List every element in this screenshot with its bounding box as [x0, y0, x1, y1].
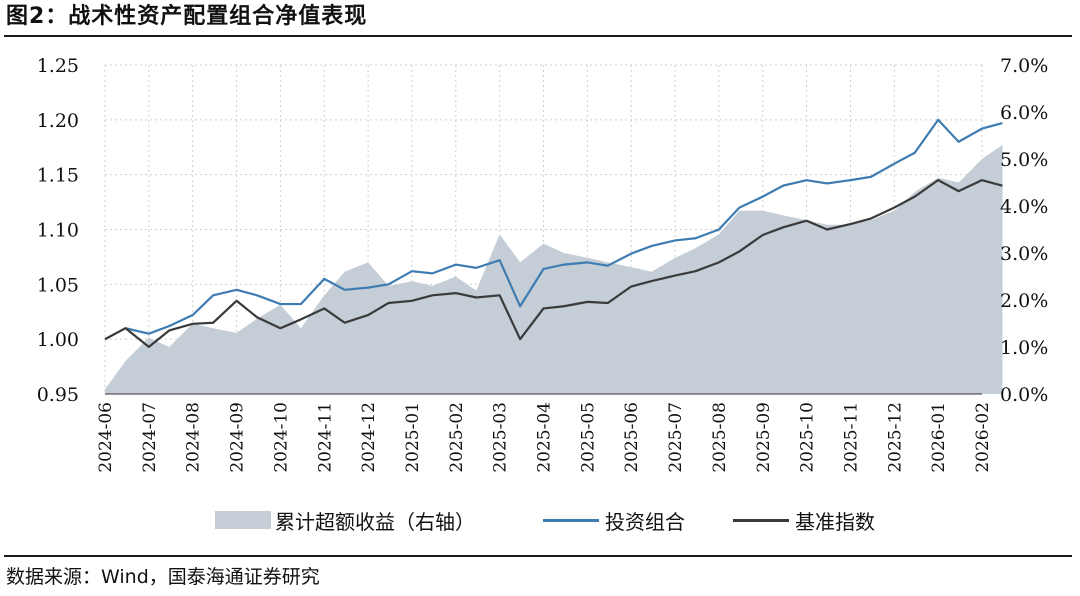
y-right-tick-label: 6.0% — [1000, 102, 1048, 124]
x-tick-label: 2025-09 — [754, 402, 774, 473]
y-left-tick-label: 1.20 — [37, 110, 79, 132]
x-tick-label: 2025-11 — [841, 402, 861, 473]
y-left-tick-label: 1.25 — [37, 55, 79, 77]
y-left-tick-label: 1.05 — [37, 274, 79, 296]
y-left-tick-label: 0.95 — [37, 384, 79, 406]
legend-item-portfolio: 投资组合 — [543, 505, 685, 535]
page-title: 图2：战术性资产配置组合净值表现 — [6, 4, 368, 29]
legend-label-portfolio: 投资组合 — [605, 509, 685, 534]
y-right-tick-label: 1.0% — [1000, 337, 1048, 359]
x-tick-label: 2026-02 — [973, 402, 993, 473]
y-left-tick-label: 1.15 — [37, 165, 79, 187]
y-right-tick-label: 2.0% — [1000, 290, 1048, 312]
title-divider — [4, 35, 1072, 37]
legend: 累计超额收益（右轴） 投资组合 基准指数 — [0, 505, 1080, 535]
x-tick-label: 2025-02 — [447, 402, 467, 473]
portfolio-line — [104, 118, 1003, 341]
y-left-tick-label: 1.00 — [37, 329, 79, 351]
x-tick-label: 2024-08 — [184, 402, 204, 473]
x-tick-label: 2025-03 — [491, 402, 511, 473]
legend-item-area: 累计超额收益（右轴） — [215, 505, 475, 535]
y-right-tick-label: 5.0% — [1000, 149, 1048, 171]
x-tick-label: 2024-11 — [315, 402, 335, 473]
y-left-tick-label: 1.10 — [37, 220, 79, 242]
x-tick-label: 2024-09 — [228, 402, 248, 473]
x-tick-label: 2024-07 — [140, 402, 160, 473]
legend-swatch-benchmark — [733, 518, 789, 522]
y-right-tick-label: 3.0% — [1000, 243, 1048, 265]
footer-divider — [4, 555, 1072, 557]
legend-swatch-area — [215, 511, 271, 529]
x-tick-label: 2025-12 — [885, 402, 905, 473]
legend-swatch-portfolio — [543, 518, 599, 522]
x-tick-label: 2025-08 — [710, 402, 730, 473]
x-tick-label: 2024-06 — [96, 402, 116, 473]
x-tick-label: 2025-01 — [403, 402, 423, 473]
x-tick-label: 2025-06 — [622, 402, 642, 473]
y-right-tick-label: 7.0% — [1000, 55, 1048, 77]
x-tick-label: 2025-10 — [798, 402, 818, 473]
legend-label-area: 累计超额收益（右轴） — [275, 509, 475, 534]
legend-label-benchmark: 基准指数 — [795, 509, 875, 534]
benchmark-line — [104, 179, 1003, 348]
x-tick-label: 2025-05 — [578, 402, 598, 473]
legend-item-benchmark: 基准指数 — [733, 505, 875, 535]
x-tick-label: 2024-10 — [271, 402, 291, 473]
y-right-tick-label: 4.0% — [1000, 196, 1048, 218]
chart: 0.95 1.00 1.05 1.10 1.15 1.20 1.25 0.0% 1.0% 2.0%… — [37, 55, 1049, 473]
y-right-tick-label: 0.0% — [1000, 384, 1048, 406]
source-note: 数据来源：Wind，国泰海通证券研究 — [6, 566, 320, 588]
x-tick-label: 2026-01 — [929, 402, 949, 473]
x-tick-label: 2025-07 — [666, 402, 686, 473]
excess-return-area — [105, 144, 1003, 394]
x-tick-label: 2024-12 — [359, 402, 379, 473]
x-tick-label: 2025-04 — [535, 402, 555, 473]
